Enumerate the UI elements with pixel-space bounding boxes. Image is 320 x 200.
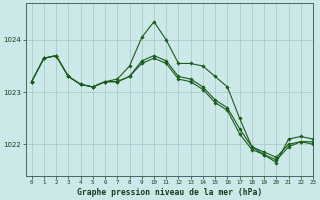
X-axis label: Graphe pression niveau de la mer (hPa): Graphe pression niveau de la mer (hPa)	[77, 188, 262, 197]
